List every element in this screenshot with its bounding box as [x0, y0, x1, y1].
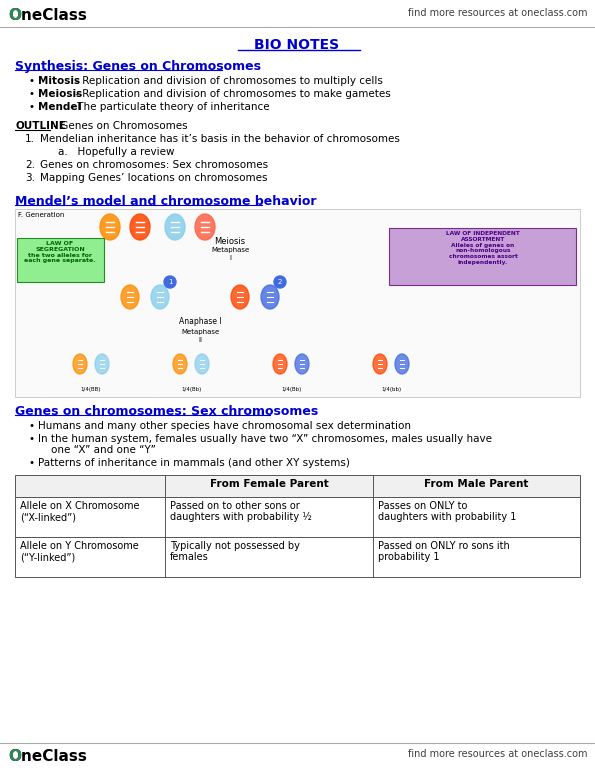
FancyBboxPatch shape [15, 209, 580, 397]
Text: Meiosis: Meiosis [38, 89, 82, 99]
Text: O: O [8, 749, 21, 764]
Text: Anaphase I: Anaphase I [178, 317, 221, 326]
Text: Meiosis: Meiosis [214, 237, 246, 246]
Ellipse shape [373, 354, 387, 374]
Text: one “X” and one “Y”: one “X” and one “Y” [38, 445, 156, 455]
Ellipse shape [273, 354, 287, 374]
Text: Passed on ONLY ro sons ith: Passed on ONLY ro sons ith [378, 541, 510, 551]
Text: 1/4(BB): 1/4(BB) [81, 387, 101, 392]
Text: F. Generation: F. Generation [18, 212, 64, 218]
Text: 1/4(bb): 1/4(bb) [381, 387, 401, 392]
Text: Allele on X Chromosome: Allele on X Chromosome [20, 501, 139, 511]
Ellipse shape [165, 214, 185, 240]
Ellipse shape [195, 354, 209, 374]
Text: Mendelian inheritance has it’s basis in the behavior of chromosomes: Mendelian inheritance has it’s basis in … [40, 134, 400, 144]
Ellipse shape [173, 354, 187, 374]
FancyBboxPatch shape [17, 238, 104, 282]
Text: Mapping Genes’ locations on chromosomes: Mapping Genes’ locations on chromosomes [40, 173, 268, 183]
Ellipse shape [195, 214, 215, 240]
Text: Metaphase: Metaphase [211, 247, 249, 253]
FancyBboxPatch shape [15, 537, 580, 577]
Text: BIO NOTES: BIO NOTES [255, 38, 340, 52]
Text: •: • [28, 458, 34, 468]
Text: •: • [28, 102, 34, 112]
Text: find more resources at oneclass.com: find more resources at oneclass.com [408, 8, 587, 18]
Ellipse shape [295, 354, 309, 374]
Ellipse shape [395, 354, 409, 374]
Text: a.   Hopefully a review: a. Hopefully a review [58, 147, 174, 157]
Text: Mitosis: Mitosis [38, 76, 80, 86]
Text: OneClass: OneClass [8, 749, 87, 764]
Text: - Replication and division of chromosomes to multiply cells: - Replication and division of chromosome… [71, 76, 383, 86]
Text: find more resources at oneclass.com: find more resources at oneclass.com [408, 749, 587, 759]
Text: daughters with probability 1: daughters with probability 1 [378, 512, 516, 522]
Text: O: O [8, 8, 21, 23]
Ellipse shape [73, 354, 87, 374]
Text: Typically not possessed by: Typically not possessed by [170, 541, 300, 551]
Text: Humans and many other species have chromosomal sex determination: Humans and many other species have chrom… [38, 421, 411, 431]
Text: Passed on to other sons or: Passed on to other sons or [170, 501, 300, 511]
Ellipse shape [261, 285, 279, 309]
Text: Synthesis: Genes on Chromosomes: Synthesis: Genes on Chromosomes [15, 60, 261, 73]
Text: LAW OF
SEGREGATION
the two alleles for
each gene separate.: LAW OF SEGREGATION the two alleles for e… [24, 241, 96, 263]
Text: Genes on chromosomes: Sex chromosomes: Genes on chromosomes: Sex chromosomes [15, 405, 318, 418]
Text: 2: 2 [278, 279, 282, 285]
Ellipse shape [100, 214, 120, 240]
FancyBboxPatch shape [389, 228, 576, 285]
Text: 1.: 1. [25, 134, 35, 144]
Text: females: females [170, 552, 209, 562]
Circle shape [274, 276, 286, 288]
Text: Passes on ONLY to: Passes on ONLY to [378, 501, 468, 511]
Text: OneClass: OneClass [8, 8, 87, 23]
Text: Mendel: Mendel [38, 102, 81, 112]
Text: 2.: 2. [25, 160, 35, 170]
Text: (“X-linked”): (“X-linked”) [20, 512, 76, 522]
Text: - The particulate theory of inheritance: - The particulate theory of inheritance [67, 102, 270, 112]
Text: 1/4(Bb): 1/4(Bb) [281, 387, 301, 392]
Text: Genes on chromosomes: Sex chromosomes: Genes on chromosomes: Sex chromosomes [40, 160, 268, 170]
Text: Metaphase: Metaphase [181, 329, 219, 335]
Text: •: • [28, 76, 34, 86]
Circle shape [164, 276, 176, 288]
FancyBboxPatch shape [15, 475, 580, 497]
Text: In the human system, females usually have two “X” chromosomes, males usually hav: In the human system, females usually hav… [38, 434, 492, 444]
Text: •: • [28, 89, 34, 99]
Text: •: • [28, 434, 34, 444]
Ellipse shape [95, 354, 109, 374]
Text: - Genes on Chromosomes: - Genes on Chromosomes [50, 121, 187, 131]
Text: I: I [229, 255, 231, 261]
Text: From Female Parent: From Female Parent [209, 479, 328, 489]
Text: From Male Parent: From Male Parent [424, 479, 528, 489]
FancyBboxPatch shape [15, 497, 580, 537]
Text: LAW OF INDEPENDENT
ASSORTMENT
Alleles of genes on
non-homologous
chromosomes ass: LAW OF INDEPENDENT ASSORTMENT Alleles of… [446, 231, 520, 265]
Text: Patterns of inheritance in mammals (and other XY systems): Patterns of inheritance in mammals (and … [38, 458, 350, 468]
Text: 3.: 3. [25, 173, 35, 183]
Text: probability 1: probability 1 [378, 552, 440, 562]
Text: daughters with probability ½: daughters with probability ½ [170, 512, 312, 522]
Ellipse shape [121, 285, 139, 309]
Text: 1/4(Bb): 1/4(Bb) [181, 387, 201, 392]
Ellipse shape [130, 214, 150, 240]
Text: OUTLINE: OUTLINE [15, 121, 66, 131]
Text: Mendel’s model and chromosome behavior: Mendel’s model and chromosome behavior [15, 195, 317, 208]
Text: •: • [28, 421, 34, 431]
Text: 1: 1 [168, 279, 172, 285]
Text: - Replication and division of chromosomes to make gametes: - Replication and division of chromosome… [71, 89, 390, 99]
Ellipse shape [231, 285, 249, 309]
Text: (“Y-linked”): (“Y-linked”) [20, 552, 75, 562]
Text: Allele on Y Chromosome: Allele on Y Chromosome [20, 541, 139, 551]
Text: II: II [198, 337, 202, 343]
Ellipse shape [151, 285, 169, 309]
